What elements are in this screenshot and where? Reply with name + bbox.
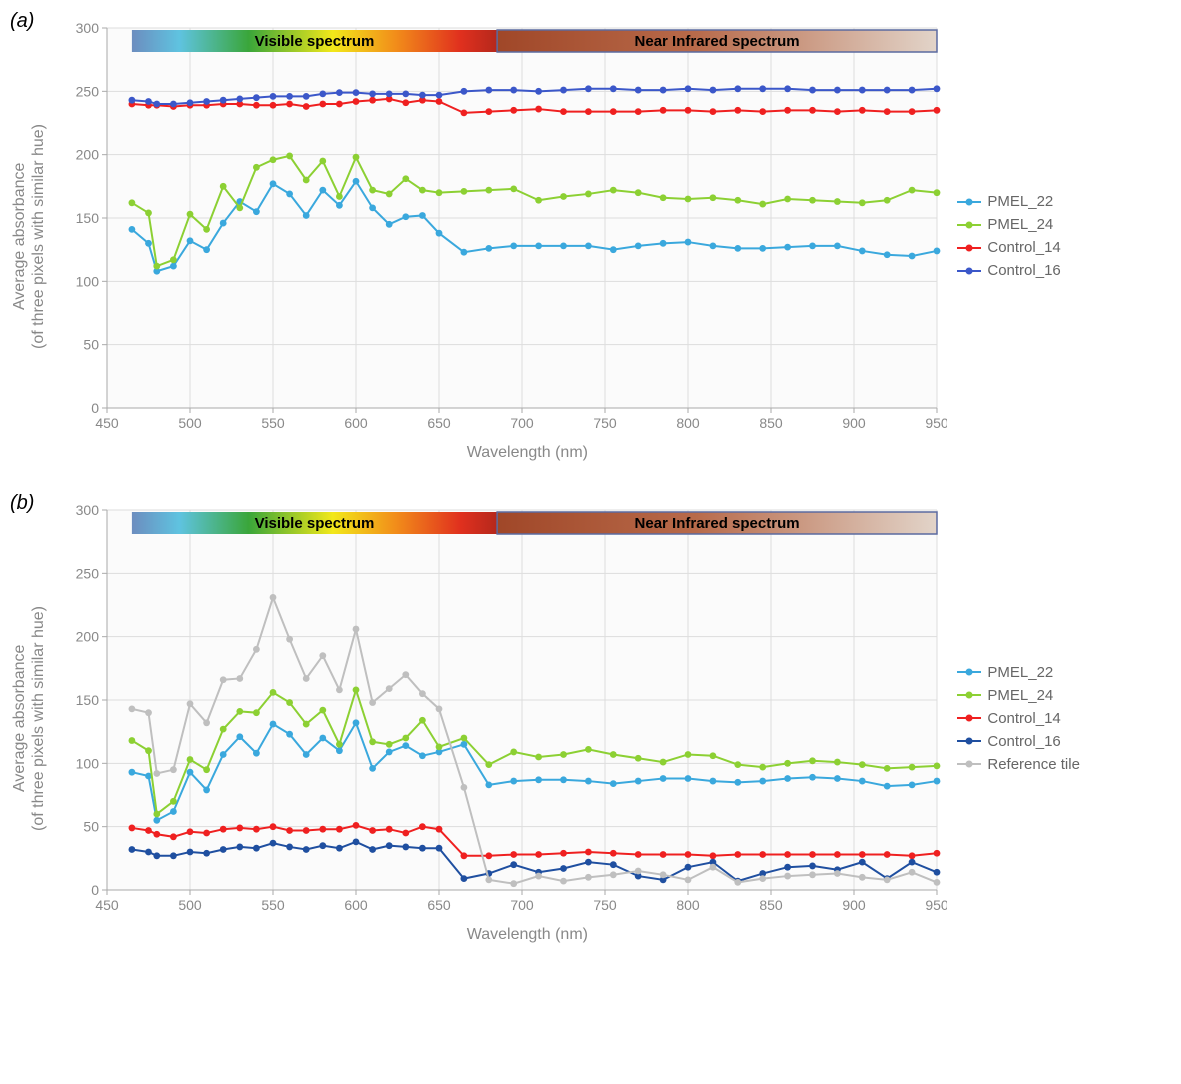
- legend-item: Control_16: [957, 733, 1080, 750]
- svg-text:550: 550: [262, 415, 286, 431]
- svg-text:450: 450: [96, 897, 120, 913]
- svg-text:950: 950: [926, 897, 948, 913]
- y-axis-title-line2: (of three pixels with similar hue): [29, 606, 48, 831]
- svg-text:750: 750: [594, 897, 618, 913]
- svg-text:900: 900: [843, 897, 867, 913]
- svg-text:950: 950: [926, 415, 948, 431]
- x-axis-title: Wavelength (nm): [52, 444, 947, 462]
- svg-text:200: 200: [76, 629, 100, 645]
- legend-label: Control_16: [987, 262, 1060, 279]
- svg-text:300: 300: [76, 20, 100, 36]
- svg-text:900: 900: [843, 415, 867, 431]
- panel-a-plot-area: 0 50 100 150 200 250 300 450 500 550 600 650 700 750 8…: [52, 10, 947, 462]
- y-axis-title: Average absorbance(of three pixels with …: [10, 606, 48, 831]
- legend-label: Control_14: [987, 710, 1060, 727]
- legend-label: Control_16: [987, 733, 1060, 750]
- legend-label: PMEL_24: [987, 216, 1053, 233]
- legend-item: PMEL_22: [957, 193, 1060, 210]
- legend-item: PMEL_22: [957, 664, 1080, 681]
- svg-text:650: 650: [428, 415, 452, 431]
- legend-label: PMEL_22: [987, 664, 1053, 681]
- svg-text:0: 0: [92, 882, 100, 898]
- legend-swatch: [957, 671, 981, 673]
- panel-b-label: (b): [10, 492, 34, 515]
- panel-a-chart-wrap: Average absorbance(of three pixels with …: [10, 10, 1171, 462]
- panel-a-label: (a): [10, 10, 34, 33]
- legend-item: PMEL_24: [957, 216, 1060, 233]
- legend-swatch: [957, 247, 981, 249]
- svg-text:800: 800: [677, 897, 701, 913]
- y-axis-title-line2: (of three pixels with similar hue): [29, 124, 48, 349]
- legend-swatch: [957, 270, 981, 272]
- panel-b-legend: PMEL_22 PMEL_24 Control_14 Control_16 Refere…: [957, 658, 1080, 779]
- y-axis-title-line1: Average absorbance: [10, 124, 29, 349]
- svg-text:Visible spectrum: Visible spectrum: [255, 515, 375, 532]
- svg-text:500: 500: [179, 415, 203, 431]
- svg-text:150: 150: [76, 692, 100, 708]
- legend-item: Control_14: [957, 239, 1060, 256]
- legend-item: Control_16: [957, 262, 1060, 279]
- svg-text:550: 550: [262, 897, 286, 913]
- svg-text:300: 300: [76, 502, 100, 518]
- x-axis-title: Wavelength (nm): [52, 926, 947, 944]
- panel-b-plot-area: 0 50 100 150 200 250 300 450 500 550 600 650 700 750 8…: [52, 492, 947, 944]
- legend-swatch: [957, 763, 981, 765]
- svg-text:700: 700: [511, 897, 535, 913]
- y-axis-title-line1: Average absorbance: [10, 606, 29, 831]
- svg-text:100: 100: [76, 755, 100, 771]
- svg-text:200: 200: [76, 147, 100, 163]
- legend-item: Control_14: [957, 710, 1080, 727]
- legend-swatch: [957, 224, 981, 226]
- svg-text:150: 150: [76, 210, 100, 226]
- svg-text:Near Infrared spectrum: Near Infrared spectrum: [635, 33, 800, 50]
- legend-label: Reference tile: [987, 756, 1080, 773]
- svg-text:100: 100: [76, 273, 100, 289]
- svg-text:600: 600: [345, 897, 369, 913]
- svg-text:600: 600: [345, 415, 369, 431]
- svg-text:750: 750: [594, 415, 618, 431]
- svg-text:700: 700: [511, 415, 535, 431]
- legend-swatch: [957, 201, 981, 203]
- svg-text:Visible spectrum: Visible spectrum: [255, 33, 375, 50]
- legend-label: PMEL_24: [987, 687, 1053, 704]
- svg-text:50: 50: [84, 819, 100, 835]
- svg-text:250: 250: [76, 565, 100, 581]
- legend-label: Control_14: [987, 239, 1060, 256]
- svg-text:250: 250: [76, 83, 100, 99]
- panel-a-legend: PMEL_22 PMEL_24 Control_14 Control_16: [957, 187, 1060, 285]
- legend-item: Reference tile: [957, 756, 1080, 773]
- legend-swatch: [957, 740, 981, 742]
- y-axis-title: Average absorbance(of three pixels with …: [10, 124, 48, 349]
- svg-text:50: 50: [84, 337, 100, 353]
- svg-text:450: 450: [96, 415, 120, 431]
- panel-b-chart-wrap: Average absorbance(of three pixels with …: [10, 492, 1171, 944]
- svg-text:800: 800: [677, 415, 701, 431]
- svg-text:850: 850: [760, 897, 784, 913]
- legend-swatch: [957, 717, 981, 719]
- svg-text:Near Infrared spectrum: Near Infrared spectrum: [635, 515, 800, 532]
- svg-text:500: 500: [179, 897, 203, 913]
- legend-label: PMEL_22: [987, 193, 1053, 210]
- legend-swatch: [957, 694, 981, 696]
- svg-text:850: 850: [760, 415, 784, 431]
- panel-a: (a) Average absorbance(of three pixels wi…: [10, 10, 1171, 462]
- legend-item: PMEL_24: [957, 687, 1080, 704]
- svg-text:650: 650: [428, 897, 452, 913]
- svg-text:0: 0: [92, 400, 100, 416]
- panel-b: (b) Average absorbance(of three pixels wi…: [10, 492, 1171, 944]
